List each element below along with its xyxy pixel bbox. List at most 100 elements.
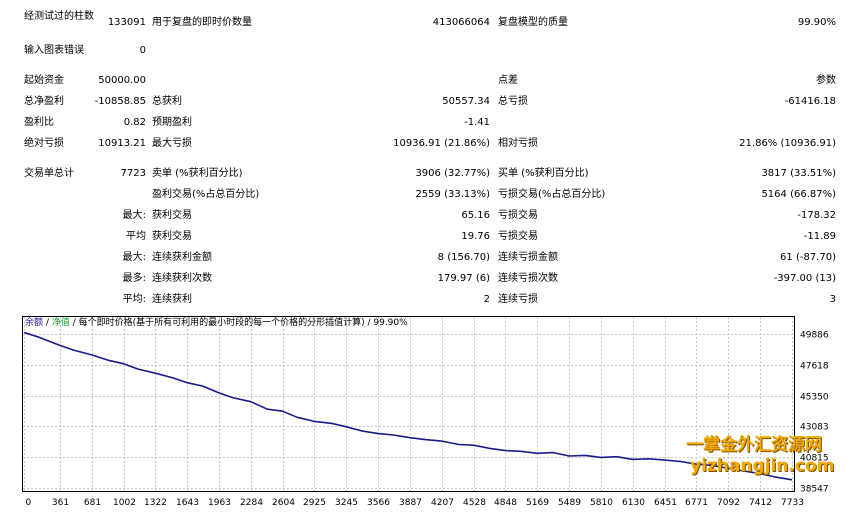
- x-tick-label: 6451: [654, 498, 677, 508]
- most-prefix: 最多:: [122, 273, 146, 284]
- long-value: 3817 (33.51%): [761, 168, 836, 179]
- x-tick-label: 3887: [399, 498, 422, 508]
- balance-line: [23, 331, 793, 481]
- watermark-cn: 一掌金外汇资源网: [686, 435, 822, 455]
- y-tick-label: 38547: [800, 485, 829, 495]
- largest-loss-label: 亏损交易: [498, 210, 538, 221]
- x-tick-label: 2284: [240, 498, 263, 508]
- gross-profit-label: 总获利: [152, 96, 182, 107]
- largest-profit-value: 65.16: [461, 210, 490, 221]
- x-tick-label: 1963: [208, 498, 231, 508]
- x-tick-label: 6130: [622, 498, 645, 508]
- expected-payoff-label: 预期盈利: [152, 117, 192, 128]
- long-label: 买单 (%获利百分比): [498, 168, 589, 179]
- balance-chart: 0 361 681 1002 1322 1643 1963 2284 2604 2925 3245 3…: [22, 316, 852, 514]
- rel-drawdown-value: 21.86% (10936.91): [739, 138, 836, 149]
- plot-frame: [22, 316, 795, 492]
- total-trades-label: 交易单总计: [24, 168, 74, 179]
- gross-loss-label: 总亏损: [498, 96, 528, 107]
- largest-loss-value: -178.32: [797, 210, 836, 221]
- short-label: 卖单 (%获利百分比): [152, 168, 243, 179]
- max-consec-wins-value: 8 (156.70): [437, 252, 490, 263]
- bars-label: 经测试过的柱数: [24, 11, 94, 22]
- profit-factor-label: 盈利比: [24, 117, 54, 128]
- mismatch-value: 0: [139, 45, 146, 56]
- mismatch-label: 输入图表错误: [24, 45, 84, 56]
- max-consec-profit-value: 179.97 (6): [437, 273, 490, 284]
- profit-factor-value: 0.82: [123, 117, 146, 128]
- x-tick-label: 3566: [367, 498, 390, 508]
- x-tick-label: 4207: [431, 498, 454, 508]
- spread-label: 点差: [498, 75, 518, 86]
- x-tick-label: 7733: [781, 498, 804, 508]
- chart-legend: 余额 / 净值 / 每个即时价格(基于所有可利用的最小时段的每一个价格的分形插值…: [25, 317, 408, 329]
- abs-drawdown-value: 10913.21: [98, 138, 146, 149]
- chart-svg: 0 361 681 1002 1322 1643 1963 2284 2604 2925 3245 3…: [22, 316, 829, 508]
- max-drawdown-value: 10936.91 (21.86%): [393, 138, 490, 149]
- max-consec-prefix: 最大:: [122, 252, 146, 263]
- y-tick-label: 49886: [800, 331, 829, 341]
- x-tick-label: 2604: [272, 498, 295, 508]
- max-consec-loss-label: 连续亏损次数: [498, 273, 558, 284]
- ticks-value: 413066064: [432, 17, 490, 28]
- y-tick-label: 43083: [800, 423, 829, 433]
- y-tick-label: 47618: [800, 362, 829, 372]
- avg-consec-wins-value: 2: [483, 294, 490, 305]
- x-tick-label: 7092: [717, 498, 740, 508]
- expected-payoff-value: -1.41: [464, 117, 490, 128]
- legend-equity: 净值: [51, 318, 70, 328]
- x-tick-label: 2925: [303, 498, 326, 508]
- x-tick-label: 0: [26, 498, 32, 508]
- max-consec-losses-label: 连续亏损金额: [498, 252, 558, 263]
- spread-value: 参数: [816, 75, 836, 86]
- watermark-url: yizhangjin.com: [690, 456, 835, 476]
- net-profit-value: -10858.85: [94, 96, 146, 107]
- gross-profit-value: 50557.34: [442, 96, 490, 107]
- average-profit-label: 获利交易: [152, 231, 192, 242]
- abs-drawdown-label: 绝对亏损: [24, 138, 64, 149]
- x-tick-label: 1002: [113, 498, 136, 508]
- short-value: 3906 (32.77%): [415, 168, 490, 179]
- x-tick-label: 1643: [176, 498, 199, 508]
- average-loss-value: -11.89: [803, 231, 836, 242]
- average-prefix: 平均: [126, 231, 146, 242]
- largest-prefix: 最大:: [122, 210, 146, 221]
- x-tick-label: 3245: [335, 498, 358, 508]
- avg-consec-wins-label: 连续获利: [152, 294, 192, 305]
- loss-trades-value: 5164 (66.87%): [761, 189, 836, 200]
- loss-trades-label: 亏损交易(%占总百分比): [498, 189, 606, 200]
- x-tick-label: 5489: [558, 498, 581, 508]
- x-tick-label: 4848: [494, 498, 517, 508]
- legend-balance: 余额: [25, 318, 44, 328]
- bars-value: 133091: [107, 17, 146, 28]
- max-consec-wins-label: 连续获利金额: [152, 252, 212, 263]
- x-tick-label: 5810: [590, 498, 613, 508]
- profit-trades-value: 2559 (33.13%): [415, 189, 490, 200]
- ticks-label: 用于复盘的即时价数量: [152, 17, 252, 28]
- total-trades-value: 7723: [120, 168, 146, 179]
- profit-trades-label: 盈利交易(%占总百分比): [152, 189, 260, 200]
- largest-profit-label: 获利交易: [152, 210, 192, 221]
- average-profit-value: 19.76: [461, 231, 490, 242]
- rel-drawdown-label: 相对亏损: [498, 138, 538, 149]
- avg-consec-losses-value: 3: [829, 294, 836, 305]
- deposit-value: 50000.00: [98, 75, 146, 86]
- x-tick-label: 1322: [144, 498, 167, 508]
- max-drawdown-label: 最大亏损: [152, 138, 192, 149]
- max-consec-losses-value: 61 (-87.70): [780, 252, 836, 263]
- x-tick-label: 5169: [526, 498, 549, 508]
- y-tick-label: 45350: [800, 393, 829, 403]
- max-consec-loss-value: -397.00 (13): [773, 273, 836, 284]
- deposit-label: 起始资金: [24, 75, 64, 86]
- x-tick-label: 361: [52, 498, 69, 508]
- average-loss-label: 亏损交易: [498, 231, 538, 242]
- max-consec-profit-label: 连续获利次数: [152, 273, 212, 284]
- quality-label: 复盘模型的质量: [498, 17, 568, 28]
- x-tick-label: 681: [84, 498, 101, 508]
- avg-consec-losses-label: 连续亏损: [498, 294, 538, 305]
- gross-loss-value: -61416.18: [784, 96, 836, 107]
- quality-value: 99.90%: [797, 17, 836, 28]
- legend-text: / 每个即时价格(基于所有可利用的最小时段的每一个价格的分形插值计算) / 99…: [72, 318, 408, 328]
- x-tick-label: 6771: [685, 498, 708, 508]
- avg-consec-prefix: 平均:: [122, 294, 146, 305]
